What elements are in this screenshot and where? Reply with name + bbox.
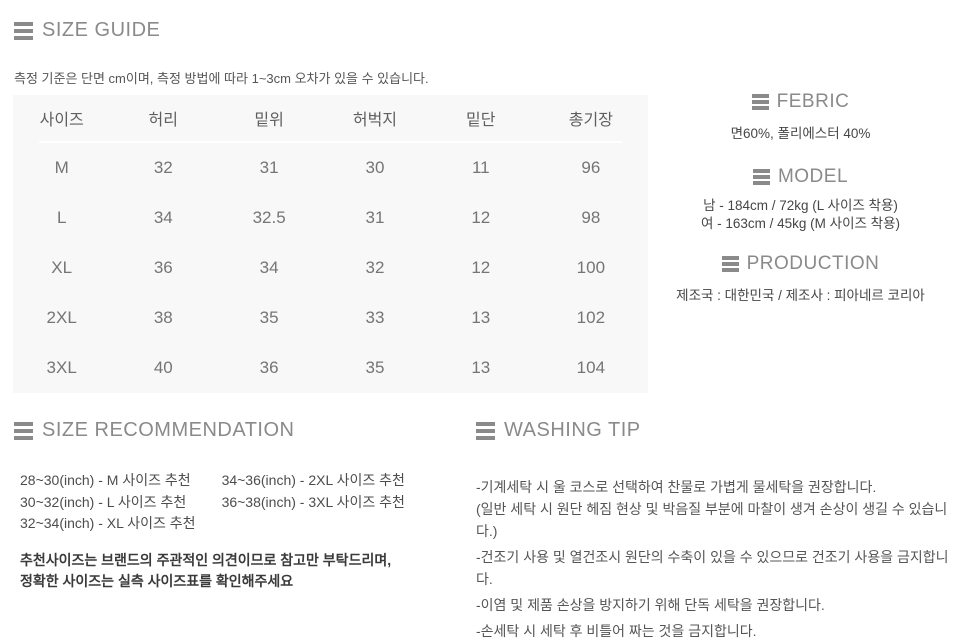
table-cell: 31 — [365, 208, 385, 227]
fabric-section: FEBRIC 면60%, 폴리에스터 40% — [653, 91, 948, 142]
size-recommendation-title: SIZE RECOMMENDATION — [42, 419, 295, 441]
measurement-note: 측정 기준은 단면 cm이며, 측정 방법에 따라 1~3cm 오차가 있을 수… — [14, 71, 429, 86]
menu-icon — [751, 94, 769, 110]
disclaimer-line: 정확한 사이즈는 실측 사이즈표를 확인해주세요 — [20, 572, 294, 589]
model-title: MODEL — [777, 166, 849, 187]
size-table: 사이즈 허리 밑위 허벅지 밑단 총기장 M 32 31 30 11 96 L … — [13, 95, 648, 393]
table-cell: 38 — [153, 308, 173, 327]
recommendation-line: 36~38(inch) - 3XL 사이즈 추천 — [221, 493, 405, 510]
table-cell: 98 — [581, 208, 601, 227]
table-cell: 36 — [259, 358, 279, 377]
disclaimer-line: 추천사이즈는 브랜드의 주관적인 의견이므로 참고만 부탁드리며, — [20, 551, 392, 568]
model-section: MODEL 남 - 184cm / 72kg (L 사이즈 착용) 여 - 16… — [653, 166, 948, 232]
table-cell: 96 — [581, 158, 601, 177]
washing-tip-heading: WASHING TIP — [476, 419, 960, 442]
product-info-panel: FEBRIC 면60%, 폴리에스터 40% MODEL 남 - 184cm /… — [653, 91, 948, 304]
model-heading: MODEL — [653, 166, 948, 188]
model-info: 남 - 184cm / 72kg (L 사이즈 착용) 여 - 163cm / … — [653, 197, 948, 232]
size-recommendation-section: SIZE RECOMMENDATION 28~30(inch) - M 사이즈 … — [14, 419, 405, 592]
table-cell: 102 — [576, 308, 606, 327]
washing-tip-list: -기계세탁 시 울 코스로 선택하여 찬물로 가볍게 물세탁을 권장합니다. (… — [476, 476, 960, 642]
production-heading: PRODUCTION — [653, 253, 948, 275]
menu-icon — [14, 421, 33, 440]
table-header-row: 사이즈 허리 밑위 허벅지 밑단 총기장 — [13, 95, 648, 141]
fabric-title: FEBRIC — [776, 91, 850, 112]
column-header-size: 사이즈 — [39, 112, 84, 129]
column-header-length: 총기장 — [568, 112, 613, 129]
model-line-male: 남 - 184cm / 72kg (L 사이즈 착용) — [703, 198, 898, 213]
size-recommendation-heading: SIZE RECOMMENDATION — [14, 419, 405, 442]
recommendation-column-2: 34~36(inch) - 2XL 사이즈 추천 36~38(inch) - 3… — [222, 470, 405, 535]
model-line-female: 여 - 163cm / 45kg (M 사이즈 착용) — [700, 215, 901, 231]
table-cell: 40 — [153, 358, 173, 377]
menu-icon — [752, 169, 770, 185]
production-section: PRODUCTION 제조국 : 대한민국 / 제조사 : 피아네르 코리아 — [653, 253, 948, 304]
table-row-3xl: 3XL 40 36 35 13 104 — [13, 343, 648, 393]
table-cell: 104 — [576, 358, 606, 377]
size-guide-heading: SIZE GUIDE — [14, 19, 160, 42]
size-guide-title: SIZE GUIDE — [42, 19, 161, 41]
recommendation-line: 30~32(inch) - L 사이즈 추천 — [20, 493, 187, 510]
column-header-waist: 허리 — [148, 112, 178, 129]
recommendation-line: 32~34(inch) - XL 사이즈 추천 — [20, 515, 196, 531]
recommendation-columns: 28~30(inch) - M 사이즈 추천 30~32(inch) - L 사… — [20, 470, 405, 535]
table-cell: 32.5 — [252, 208, 286, 227]
table-cell: 36 — [153, 258, 173, 277]
table-row-xl: XL 36 34 32 12 100 — [13, 243, 648, 293]
table-cell: 2XL — [46, 308, 77, 327]
table-cell: 35 — [259, 308, 279, 327]
recommendation-disclaimer: 추천사이즈는 브랜드의 주관적인 의견이므로 참고만 부탁드리며, 정확한 사이… — [20, 550, 405, 592]
table-cell: 34 — [153, 208, 173, 227]
table-cell: 33 — [365, 308, 385, 327]
column-header-rise: 밑위 — [254, 112, 284, 129]
washing-tip-line: -건조기 사용 및 열건조시 원단의 수축이 있을 수 있으므로 건조기 사용을… — [476, 549, 949, 587]
washing-tip-section: WASHING TIP -기계세탁 시 울 코스로 선택하여 찬물로 가볍게 물… — [476, 419, 960, 642]
table-cell: 32 — [153, 158, 173, 177]
production-title: PRODUCTION — [746, 253, 880, 274]
table-cell: 11 — [471, 158, 490, 177]
table-row-l: L 34 32.5 31 12 98 — [13, 193, 648, 243]
table-cell: 12 — [471, 258, 491, 277]
table-cell: 13 — [471, 358, 491, 377]
table-cell: 30 — [365, 158, 385, 177]
menu-icon — [476, 421, 495, 440]
washing-tip-line: -기계세탁 시 울 코스로 선택하여 찬물로 가볍게 물세탁을 권장합니다. — [476, 479, 877, 495]
recommendation-column-1: 28~30(inch) - M 사이즈 추천 30~32(inch) - L 사… — [20, 470, 196, 535]
fabric-heading: FEBRIC — [653, 91, 948, 113]
table-cell: 34 — [259, 258, 279, 277]
production-text: 제조국 : 대한민국 / 제조사 : 피아네르 코리아 — [676, 288, 925, 303]
table-cell: 35 — [365, 358, 385, 377]
table-cell: 32 — [365, 258, 385, 277]
table-cell: 100 — [576, 258, 606, 277]
table-row-m: M 32 31 30 11 96 — [13, 143, 648, 193]
menu-icon — [721, 256, 739, 272]
recommendation-line: 28~30(inch) - M 사이즈 추천 — [20, 472, 191, 488]
washing-tip-line: (일반 세탁 시 원단 헤짐 현상 및 박음질 부분에 마찰이 생겨 손상이 생… — [476, 501, 948, 539]
table-cell: 12 — [471, 208, 491, 227]
washing-tip-title: WASHING TIP — [504, 419, 641, 441]
table-row-2xl: 2XL 38 35 33 13 102 — [13, 293, 648, 343]
table-cell: L — [56, 208, 67, 227]
table-cell: 13 — [471, 308, 491, 327]
table-cell: M — [54, 158, 69, 177]
table-cell: XL — [51, 258, 73, 277]
washing-tip-line: -이염 및 제품 손상을 방지하기 위해 단독 세탁을 권장합니다. — [476, 597, 825, 613]
washing-tip-line: -손세탁 시 세탁 후 비틀어 짜는 것을 금지합니다. — [476, 623, 757, 639]
menu-icon — [14, 21, 33, 40]
column-header-hem: 밑단 — [466, 112, 496, 129]
table-cell: 3XL — [46, 358, 77, 377]
recommendation-line: 34~36(inch) - 2XL 사이즈 추천 — [221, 472, 405, 488]
column-header-thigh: 허벅지 — [352, 112, 398, 129]
fabric-text: 면60%, 폴리에스터 40% — [730, 126, 871, 141]
table-header-divider — [39, 141, 622, 143]
table-cell: 31 — [259, 158, 279, 177]
